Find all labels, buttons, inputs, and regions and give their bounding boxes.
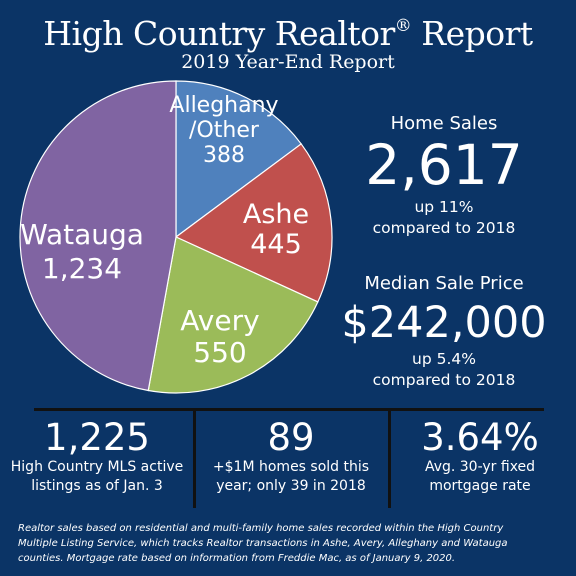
pie-label-avery: Avery 550 (180, 304, 259, 369)
home-sales-panel: Home Sales 2,617 up 11% compared to 2018 (332, 112, 556, 239)
pie-slice-watauga (19, 80, 177, 392)
pie-slice-alleghany-other (175, 80, 303, 239)
pie-slice-avery (147, 236, 319, 394)
registered-mark: ® (394, 16, 412, 36)
pie-label-line: /Other (189, 118, 260, 143)
pie-label-line: 388 (203, 143, 245, 168)
pie-slice-ashe (174, 143, 333, 303)
pie-chart: Alleghany/Other 388 Ashe 445 Avery 550 Watauga… (19, 80, 333, 394)
median-price-change: up 5.4% (412, 350, 476, 368)
pie-label-alleghany-other: Alleghany/Other 388 (169, 93, 278, 168)
pie-label-line: Watauga (20, 218, 144, 251)
pie-label-line: 445 (250, 229, 302, 260)
footnote-line: counties. Mortgage rate based on informa… (18, 553, 456, 564)
footnote-line: Multiple Listing Service, which tracks R… (18, 538, 508, 549)
footnote: Realtor sales based on residential and m… (18, 521, 563, 566)
stat-desc-line: Avg. 30-yr fixed (424, 459, 536, 475)
stat-desc-line: mortgage rate (429, 478, 531, 494)
median-price-panel: Median Sale Price $242,000 up 5.4% compa… (326, 272, 562, 391)
stat-value: 1,225 (44, 416, 150, 459)
title-text: High Country Realtor (43, 14, 395, 53)
median-price-value: $242,000 (341, 298, 547, 348)
stat-desc-line: listings as of Jan. 3 (31, 478, 163, 494)
home-sales-label: Home Sales (390, 113, 498, 134)
horizontal-divider (34, 408, 544, 411)
median-price-label: Median Sale Price (364, 273, 524, 294)
page-subtitle: 2019 Year-End Report (181, 51, 395, 73)
pie-label-line: Alleghany (169, 93, 278, 118)
home-sales-value: 2,617 (365, 133, 523, 197)
million-homes-stat: 89 +$1M homes sold this year; only 39 in… (196, 418, 386, 496)
stat-desc-line: year; only 39 in 2018 (216, 478, 366, 494)
home-sales-change: up 11% (414, 198, 474, 216)
active-listings-stat: 1,225 High Country MLS active listings a… (4, 418, 190, 496)
pie-label-line: Avery (180, 304, 259, 337)
vertical-divider (388, 411, 391, 508)
page-title: High Country Realtor® Report (0, 4, 576, 56)
pie-label-ashe: Ashe 445 (243, 199, 309, 260)
vertical-divider (193, 411, 196, 508)
mortgage-rate-stat: 3.64% Avg. 30-yr fixed mortgage rate (391, 418, 569, 496)
home-sales-compare: compared to 2018 (372, 219, 516, 237)
footnote-line: Realtor sales based on residential and m… (18, 523, 504, 534)
pie-label-line: Ashe (243, 199, 309, 230)
stat-value: 3.64% (421, 416, 539, 459)
stat-desc-line: High Country MLS active (10, 459, 184, 475)
stat-desc-line: +$1M homes sold this (212, 459, 370, 475)
median-price-compare: compared to 2018 (372, 371, 516, 389)
pie-label-watauga: Watauga 1,234 (20, 218, 144, 285)
pie-label-line: 550 (193, 336, 246, 369)
stat-value: 89 (267, 416, 315, 459)
pie-label-line: 1,234 (42, 252, 122, 285)
title-text-end: Report (411, 14, 533, 53)
